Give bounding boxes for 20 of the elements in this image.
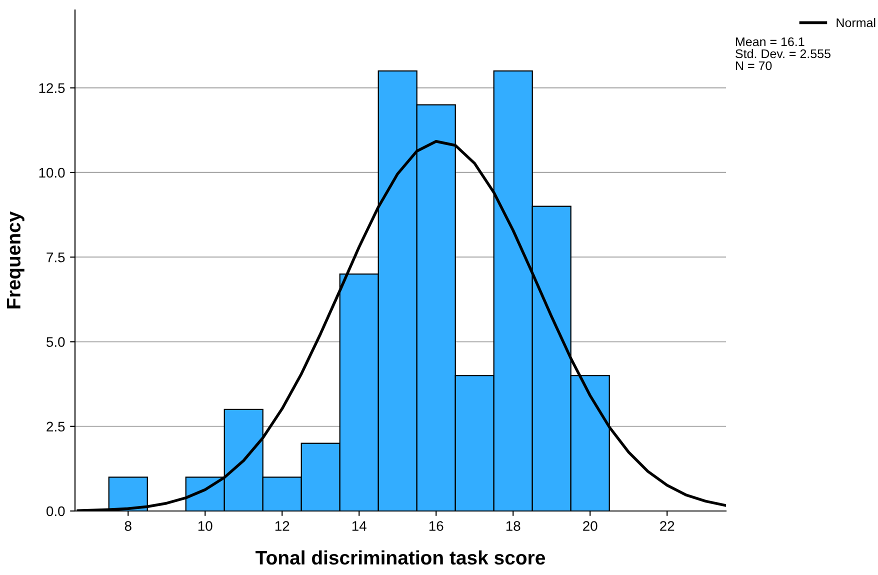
y-axis-title: Frequency [6, 211, 24, 308]
x-tick-label: 20 [583, 521, 598, 531]
y-tick-label: 0.0 [46, 506, 65, 516]
text: Mean = 16.1 [736, 37, 804, 46]
y-tick-label: 12.5 [39, 83, 65, 94]
x-tick-label: 10 [198, 521, 212, 531]
y-tick-label: 7.5 [46, 252, 65, 262]
y-tick-label: 2.5 [46, 422, 65, 432]
x-tick-label: 12 [275, 521, 290, 531]
x-tick-label: 8 [124, 521, 132, 531]
x-tick-label: 22 [660, 521, 674, 531]
y-tick-label: 5.0 [46, 337, 65, 347]
text: Std. Dev. = 2.555 [736, 49, 830, 58]
y-tick-label: 10.0 [39, 168, 65, 178]
legend-label: Normal [836, 18, 876, 28]
x-axis-title: Tonal discrimination task score [256, 550, 546, 565]
text: N = 70 [736, 61, 772, 70]
x-tick-label: 18 [506, 521, 520, 531]
x-tick-label: 16 [429, 521, 444, 531]
x-tick-label: 14 [352, 521, 366, 531]
